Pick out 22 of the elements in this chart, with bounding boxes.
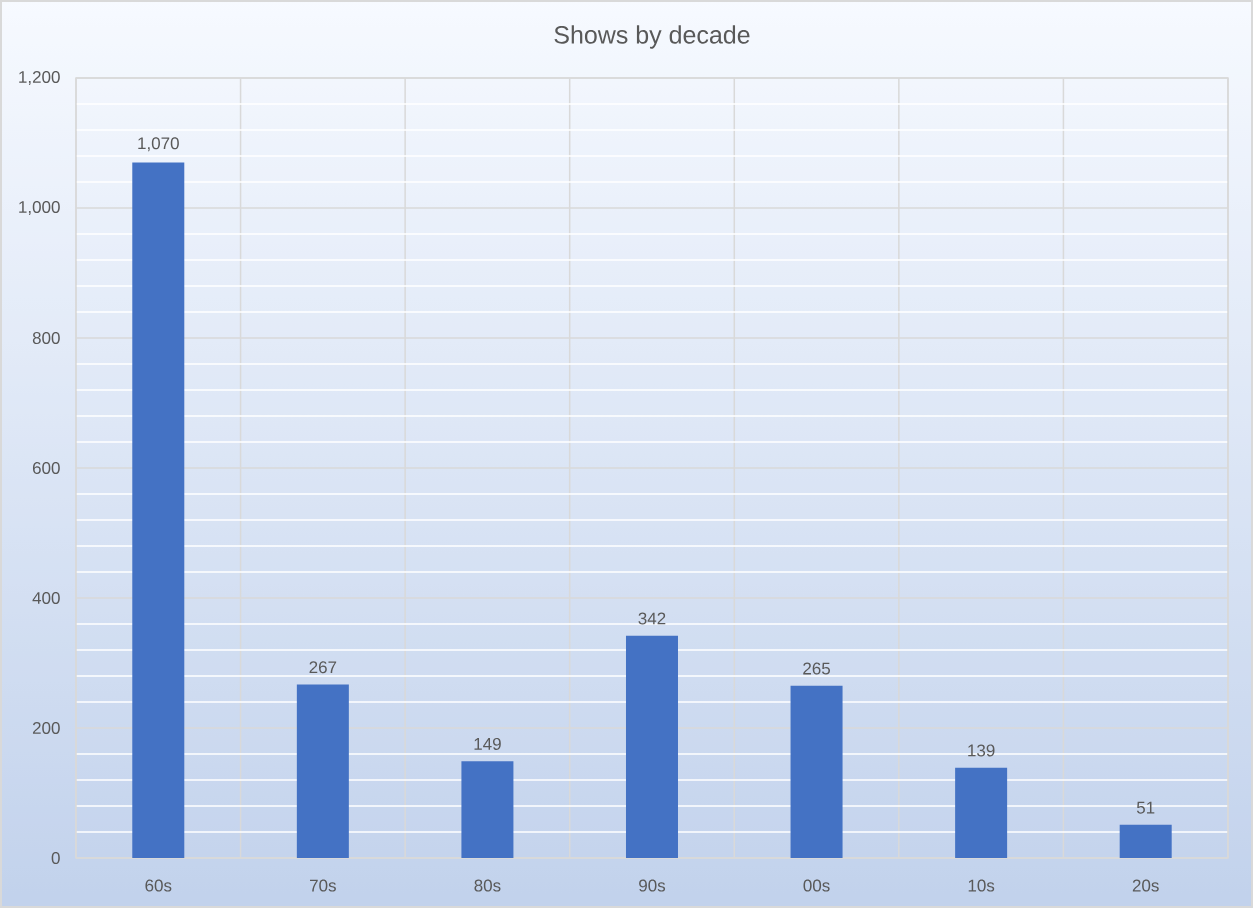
x-tick-label: 70s xyxy=(310,879,336,892)
y-tick-label: 800 xyxy=(32,331,60,345)
y-tick-label: 600 xyxy=(32,461,60,475)
y-tick-label: 1,000 xyxy=(19,200,60,216)
x-tick-label: 60s xyxy=(145,879,172,892)
data-label: 265 xyxy=(803,662,831,675)
x-tick-label: 80s xyxy=(474,879,501,892)
x-tick-label: 20s xyxy=(1132,879,1159,892)
data-label: 139 xyxy=(968,744,995,757)
data-label: 342 xyxy=(638,612,666,625)
data-label: 51 xyxy=(1136,801,1155,814)
y-tick-label: 200 xyxy=(32,721,60,735)
data-label: 1,070 xyxy=(138,137,179,152)
x-tick-label: 00s xyxy=(803,879,830,892)
y-tick-label: 1,200 xyxy=(19,70,60,86)
chart-title: Shows by decade xyxy=(554,25,750,49)
y-tick-label: 0 xyxy=(51,851,60,865)
data-label: 149 xyxy=(474,737,501,750)
y-tick-label: 400 xyxy=(32,591,60,605)
x-tick-label: 10s xyxy=(968,879,995,892)
x-tick-label: 90s xyxy=(639,879,666,892)
data-label: 267 xyxy=(309,661,337,674)
